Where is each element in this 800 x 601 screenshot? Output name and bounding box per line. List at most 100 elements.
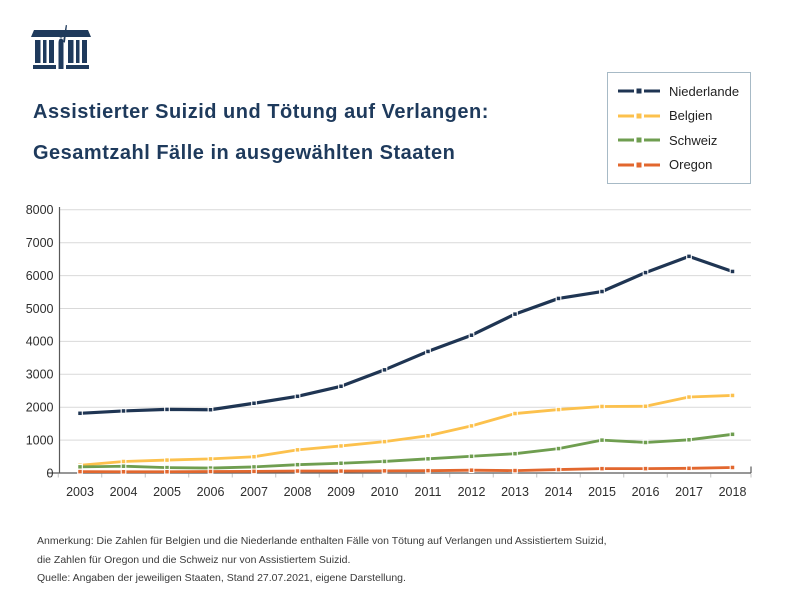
series-oregon [77,464,736,475]
data-point-marker [425,455,431,462]
x-tick-label: 2005 [153,485,181,499]
data-point-marker [120,408,127,414]
data-point-marker [642,403,649,410]
y-axis-labels: 0 1000 2000 3000 4000 5000 6000 7000 8000 [26,203,54,480]
data-point-marker [120,458,127,465]
data-point-marker [555,406,562,413]
y-tick-label: 2000 [26,401,54,415]
data-point-marker [294,446,301,453]
x-tick-label: 2017 [675,485,703,499]
line-swatch-icon [618,88,660,94]
chart-title-line1: Assistierter Suizid und Tötung auf Verla… [33,101,489,123]
data-point-marker [642,269,649,276]
axes [47,207,752,474]
series-schweiz [77,431,736,471]
data-point-marker [77,410,83,417]
line-swatch-icon [618,162,660,168]
data-point-marker [381,438,388,445]
legend-item-oregon: Oregon [618,154,750,176]
data-point-marker [468,423,475,429]
data-point-marker [729,464,736,471]
y-tick-label: 7000 [26,236,54,250]
data-point-marker [164,468,170,475]
data-point-marker [251,464,257,470]
data-point-marker [120,468,127,475]
data-point-marker [642,439,649,446]
chart-legend: Niederlande Belgien Schweiz Oregon [607,72,751,184]
y-tick-label: 0 [47,466,54,480]
data-point-marker [555,295,562,302]
x-tick-label: 2003 [66,485,94,499]
data-point-marker [512,311,518,317]
y-tick-label: 8000 [26,203,54,217]
series-belgien [77,392,736,469]
x-tick-label: 2014 [545,485,573,499]
temple-with-statue-icon [31,25,91,69]
data-point-marker [425,348,431,355]
data-point-marker [381,458,388,465]
y-tick-label: 1000 [26,433,54,447]
y-tick-label: 4000 [26,335,54,349]
data-point-marker [381,366,388,373]
footnote-line1: Anmerkung: Die Zahlen für Belgien und di… [37,535,607,547]
y-tick-label: 6000 [26,269,54,283]
data-point-marker [251,453,257,460]
data-point-marker [338,383,344,390]
data-point-marker [468,332,475,339]
line-swatch-icon [618,137,660,143]
data-point-marker [686,465,692,472]
x-tick-label: 2010 [371,485,399,499]
data-point-marker [338,443,344,449]
data-point-marker [164,457,170,463]
series-niederlande [77,253,736,417]
data-point-marker [425,467,431,474]
data-point-marker [207,406,214,413]
x-tick-label: 2009 [327,485,355,499]
data-point-marker [294,468,301,474]
data-point-marker [729,431,736,438]
data-point-marker [381,468,388,474]
x-tick-label: 2006 [197,485,225,499]
institution-logo [30,23,92,69]
data-point-marker [425,432,431,439]
legend-label: Schweiz [669,132,718,148]
data-point-marker [555,445,562,452]
source-line: Quelle: Angaben der jeweiligen Staaten, … [37,572,406,584]
x-tick-label: 2013 [501,485,529,499]
data-point-marker [468,453,475,460]
data-point-marker [251,400,257,407]
data-point-marker [164,406,170,413]
data-point-marker [338,460,344,467]
data-point-marker [294,393,301,400]
legend-label: Oregon [669,157,713,173]
chart-title-line2: Gesamtzahl Fälle in ausgewählten Staaten [33,142,456,164]
data-point-marker [512,467,518,474]
legend-item-belgien: Belgien [618,105,750,127]
data-point-marker [294,461,301,468]
data-point-marker [251,468,257,475]
y-tick-label: 5000 [26,302,54,316]
data-point-marker [599,288,605,295]
legend-label: Niederlande [669,83,740,99]
data-point-marker [207,456,214,462]
x-tick-label: 2012 [458,485,486,499]
legend-item-niederlande: Niederlande [618,80,750,102]
y-tick-label: 3000 [26,368,54,382]
data-point-marker [120,463,127,470]
x-tick-label: 2004 [110,485,138,499]
data-point-marker [599,465,605,472]
x-tick-label: 2015 [588,485,616,499]
chart-footnotes: Anmerkung: Die Zahlen für Belgien und di… [37,532,607,588]
data-point-marker [338,468,344,474]
data-point-marker [207,468,214,475]
data-point-marker [686,394,692,400]
data-point-marker [512,410,518,417]
x-tick-label: 2011 [415,485,442,499]
data-point-marker [729,268,736,275]
data-point-marker [77,463,83,470]
data-point-marker [599,437,605,443]
line-swatch-icon [618,113,660,119]
x-tick-label: 2007 [240,485,268,499]
data-point-marker [686,253,692,260]
